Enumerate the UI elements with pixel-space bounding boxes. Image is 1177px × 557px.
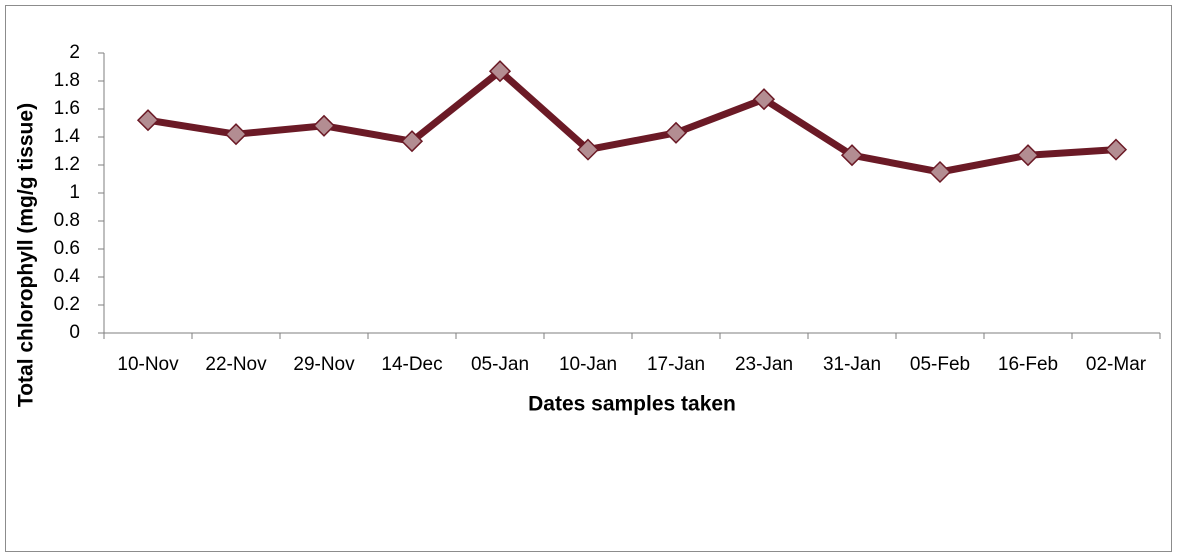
x-tick-label: 05-Feb: [910, 354, 970, 375]
marker: [664, 121, 688, 144]
marker: [488, 60, 512, 83]
x-tick-label: 22-Nov: [205, 354, 267, 375]
x-tick-label: 29-Nov: [293, 354, 355, 375]
chart-frame: [5, 5, 1172, 552]
x-tick-label: 16-Feb: [998, 354, 1058, 375]
marker: [136, 109, 160, 132]
marker: [1104, 138, 1128, 161]
x-tick-label: 05-Jan: [471, 354, 529, 375]
marker: [840, 144, 864, 167]
x-tick-label: 02-Mar: [1086, 354, 1147, 375]
y-tick-label: 0: [69, 322, 80, 343]
y-tick-label: 0.6: [54, 238, 80, 259]
y-tick-label: 1.2: [54, 154, 80, 175]
marker: [752, 88, 776, 111]
marker: [400, 130, 424, 153]
x-tick-label: 10-Jan: [559, 354, 617, 375]
data-line: [147, 67, 1117, 176]
y-tick-label: 1: [69, 182, 80, 203]
y-tick-label: 0.4: [54, 266, 81, 287]
x-tick-label: 23-Jan: [735, 354, 793, 375]
marker: [1016, 144, 1040, 167]
x-axis-title: Dates samples taken: [528, 393, 736, 416]
marker: [576, 138, 600, 161]
y-tick-label: 1.4: [54, 126, 81, 147]
y-tick-label: 0.8: [54, 210, 80, 231]
marker: [312, 114, 336, 137]
x-tick-label: 31-Jan: [823, 354, 881, 375]
y-tick-label: 1.6: [54, 98, 80, 119]
x-tick-label: 17-Jan: [647, 354, 705, 375]
y-tick-label: 0.2: [54, 294, 80, 315]
y-tick-label: 1.8: [54, 70, 80, 91]
y-tick-label: 2: [69, 42, 80, 63]
marker: [928, 160, 952, 184]
y-axis-title: Total chlorophyll (mg/g tissue): [15, 103, 38, 407]
x-tick-label: 10-Nov: [117, 354, 179, 375]
x-tick-label: 14-Dec: [381, 354, 442, 375]
marker: [224, 123, 248, 146]
